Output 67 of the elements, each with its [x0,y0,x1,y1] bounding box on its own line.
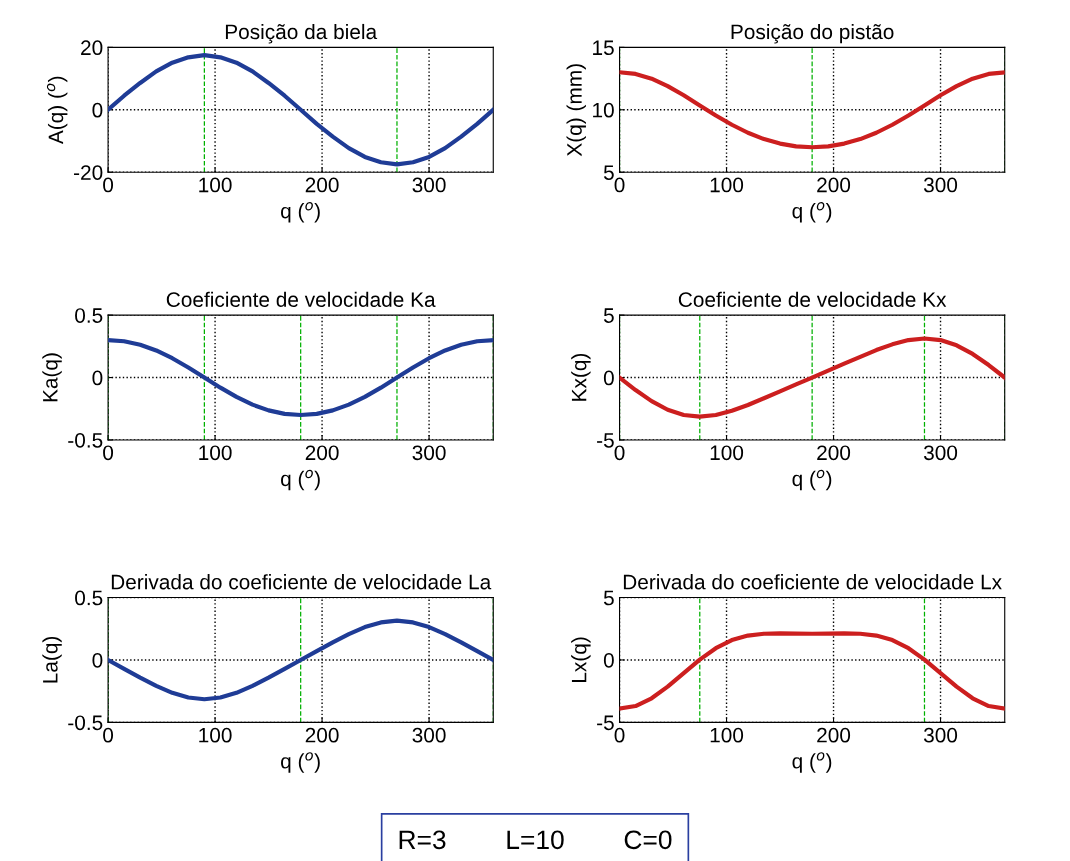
x-tick-label: 200 [817,445,851,461]
x-tick-label: 100 [199,445,232,461]
y-tick-label: 5 [603,165,614,180]
line-series [108,338,494,418]
y-axis-title: Lx(q) [571,637,591,682]
chart-title: Derivada do coeficiente de velocidade La [111,574,492,590]
y-tick-label: 0 [603,370,614,386]
y-tick-label: -0.5 [68,715,103,731]
line-series [108,618,494,702]
y-tick-label: 0 [92,370,103,386]
x-axis-title: q ($^{o}$) [792,752,832,773]
x-axis-title: q ($^{o}$) [792,202,832,223]
x-tick-label: 200 [817,727,851,743]
y-tick-label: 0 [92,102,103,118]
y-tick-label: 5 [603,590,614,606]
x-tick-label: 100 [710,445,744,461]
chart-title: Derivada do coeficiente de velocidade Lx [623,574,1002,590]
x-tick-label: 300 [412,727,446,743]
y-tick-label: -5 [597,715,614,731]
line-series [619,70,1005,150]
line-series [619,336,1005,419]
x-tick-label: 100 [710,177,744,193]
x-tick-label: 200 [305,445,339,461]
y-axis-title: X(q) (mm) [566,64,586,157]
line-series [108,53,494,167]
y-tick-label: 15 [593,40,614,56]
x-tick-label: 0 [103,445,114,461]
y-tick-label: 0.5 [75,590,103,606]
x-axis-title: q ($^{o}$) [792,469,832,491]
x-tick-label: 0 [614,445,625,461]
x-tick-label: 300 [923,727,958,743]
line-series [619,631,1005,711]
y-axis-title: Ka(q) [42,353,62,402]
chart-title: Posição da biela [225,23,378,44]
x-tick-label: 0 [103,177,114,193]
y-tick-label: 0.5 [75,308,103,323]
y-tick-label: 0 [92,652,103,668]
x-tick-label: 100 [199,177,232,193]
x-tick-label: 300 [412,177,446,193]
chart-title: Coeficiente de velocidade Ka [166,291,436,307]
y-tick-label: 0 [603,652,614,668]
x-axis-title: q ($^{o}$) [281,469,320,491]
text: R=3 L=10 C=0 [399,830,672,850]
x-tick-label: 200 [305,177,339,193]
y-tick-label: -0.5 [68,432,103,448]
chart-title: Coeficiente de velocidade Kx [678,291,947,307]
y-tick-label: 10 [593,102,614,118]
x-tick-label: 0 [103,727,114,743]
chart-title: Posição do pistão [731,23,894,44]
x-tick-label: 100 [710,727,744,743]
y-tick-label: -5 [597,433,614,448]
x-tick-label: 300 [412,445,446,461]
y-axis-title: A(q) ($^{o}$) [46,76,68,145]
x-tick-label: 0 [614,177,625,193]
y-tick-label: -20 [74,165,103,180]
x-axis-title: q ($^{o}$) [281,752,320,773]
y-tick-label: 5 [603,308,614,323]
y-tick-label: 20 [81,40,103,56]
x-tick-label: 200 [817,177,851,193]
x-tick-label: 300 [923,445,958,461]
x-tick-label: 100 [199,727,232,743]
y-axis-title: Kx(q) [571,353,591,401]
x-tick-label: 0 [614,727,625,743]
x-tick-label: 200 [305,727,339,743]
x-tick-label: 300 [923,177,958,193]
x-axis-title: q ($^{o}$) [281,202,320,223]
y-axis-title: La(q) [42,636,62,683]
